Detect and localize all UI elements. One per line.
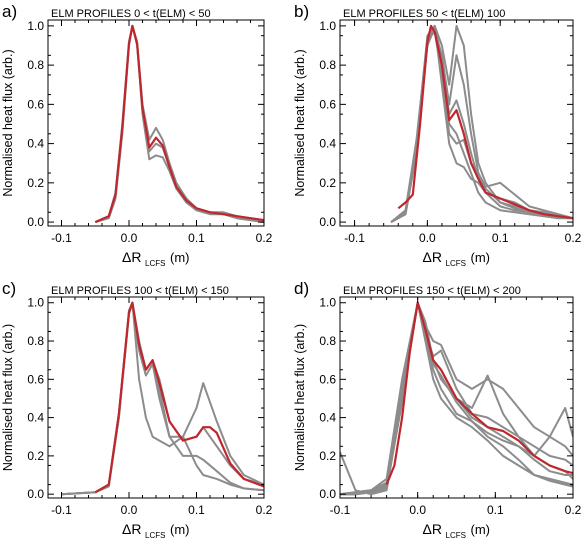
y-tick-label: 0.4: [319, 411, 336, 425]
y-tick-label: 0.8: [319, 58, 336, 72]
plot-area: [340, 301, 573, 496]
x-axis-label-symbol: ΔR: [423, 249, 442, 265]
y-tick-label: 0.6: [27, 97, 44, 111]
panel-title: ELM PROFILES 100 < t(ELM) < 150: [51, 285, 229, 297]
axes-frame: [339, 19, 574, 227]
y-tick-label: 0.8: [319, 334, 336, 348]
y-tick-label: 0.6: [27, 372, 44, 386]
x-tick-label: 0.1: [188, 503, 205, 517]
chart-panel-1: a) ELM PROFILES 0 < t(ELM) < 50 0.0 0.2 0.4 0…: [1, 2, 273, 268]
plot-area: [61, 301, 264, 496]
y-tick-label: 0.0: [319, 215, 336, 229]
y-tick-label: 0.2: [319, 449, 336, 463]
x-axis-label: ΔR LCFS (m): [122, 249, 190, 268]
y-tick-label: 0.6: [319, 372, 336, 386]
plot-area: [94, 24, 264, 224]
x-tick-label: -0.1: [344, 231, 365, 245]
y-tick-label: 1.0: [27, 19, 44, 33]
x-axis-label-unit: (m): [170, 522, 190, 537]
x-tick-label: 0.2: [256, 503, 273, 517]
x-axis-label-subscript: LCFS: [145, 259, 165, 268]
x-axis-label-symbol: ΔR: [423, 521, 442, 537]
y-tick-label: 0.8: [27, 58, 44, 72]
x-tick-label: 0.2: [256, 231, 273, 245]
x-tick-label: 0.2: [565, 503, 581, 517]
panel-letter: a): [2, 2, 17, 21]
profile-line-7: [340, 301, 573, 496]
x-tick-label: -0.1: [51, 503, 72, 517]
y-tick-label: 0.8: [27, 334, 44, 348]
y-tick-label: 0.4: [27, 137, 44, 151]
x-axis-label-unit: (m): [471, 522, 491, 537]
y-tick-label: 0.4: [27, 411, 44, 425]
x-axis-label: ΔR LCFS (m): [122, 521, 190, 540]
panel-title: ELM PROFILES 0 < t(ELM) < 50: [51, 8, 211, 20]
x-axis-label-symbol: ΔR: [122, 249, 141, 265]
y-axis-label: Normalised heat flux (arb.): [293, 324, 307, 471]
x-tick-label: 0.1: [188, 231, 205, 245]
x-axis-label-subscript: LCFS: [145, 531, 165, 540]
average-profile-line: [397, 24, 573, 220]
x-axis-label-subscript: LCFS: [446, 259, 466, 268]
x-axis-label: ΔR LCFS (m): [423, 249, 491, 268]
x-tick-label: 0.0: [121, 503, 138, 517]
panel-title: ELM PROFILES 50 < t(ELM) 100: [343, 8, 505, 20]
chart-panel-3: c) ELM PROFILES 100 < t(ELM) < 150 0.0 0.2 0…: [1, 279, 273, 540]
profile-line-3: [340, 301, 573, 496]
y-axis-label: Normalised heat flux (arb.): [1, 324, 15, 471]
x-tick-label: 0.0: [121, 231, 138, 245]
average-profile-line: [94, 24, 264, 224]
y-tick-label: 1.0: [319, 19, 336, 33]
x-axis-label: ΔR LCFS (m): [423, 521, 491, 540]
x-tick-label: 0.2: [565, 231, 581, 245]
x-tick-label: 0.0: [419, 231, 436, 245]
panel-title: ELM PROFILES 150 < t(ELM) < 200: [343, 285, 521, 297]
profile-line-6: [340, 301, 573, 496]
y-tick-label: 0.2: [27, 449, 44, 463]
average-profile-line: [94, 301, 264, 494]
panel-letter: c): [2, 279, 16, 298]
y-tick-label: 0.0: [27, 215, 44, 229]
axes-frame: [47, 19, 265, 227]
profile-line-5: [390, 24, 573, 223]
x-axis-label-symbol: ΔR: [122, 521, 141, 537]
panel-letter: d): [294, 279, 309, 298]
y-tick-label: 0.0: [319, 487, 336, 501]
chart-panel-4: d) ELM PROFILES 150 < t(ELM) < 200 0.0 0.2 0…: [293, 279, 581, 540]
x-axis-label-subscript: LCFS: [446, 531, 466, 540]
x-tick-label: 0.1: [492, 231, 509, 245]
plot-area: [390, 24, 573, 223]
y-tick-label: 0.2: [319, 176, 336, 190]
y-tick-label: 1.0: [27, 296, 44, 310]
profile-line-6: [390, 26, 573, 223]
panel-letter: b): [294, 2, 309, 21]
y-tick-label: 0.0: [27, 487, 44, 501]
x-tick-label: -0.1: [330, 503, 351, 517]
chart-panel-2: b) ELM PROFILES 50 < t(ELM) 100 0.0 0.2 0.4 0…: [293, 2, 581, 268]
x-axis-label-unit: (m): [471, 250, 491, 265]
y-tick-label: 0.2: [27, 176, 44, 190]
y-axis-label: Normalised heat flux (arb.): [1, 49, 15, 196]
y-tick-label: 0.4: [319, 137, 336, 151]
average-profile-line: [385, 301, 573, 486]
y-axis-label: Normalised heat flux (arb.): [293, 49, 307, 196]
x-tick-label: 0.0: [409, 503, 426, 517]
y-tick-label: 0.6: [319, 97, 336, 111]
x-axis-label-unit: (m): [170, 250, 190, 265]
y-tick-label: 1.0: [319, 296, 336, 310]
axes-frame: [339, 296, 574, 499]
x-tick-label: -0.1: [51, 231, 72, 245]
x-tick-label: 0.1: [487, 503, 504, 517]
